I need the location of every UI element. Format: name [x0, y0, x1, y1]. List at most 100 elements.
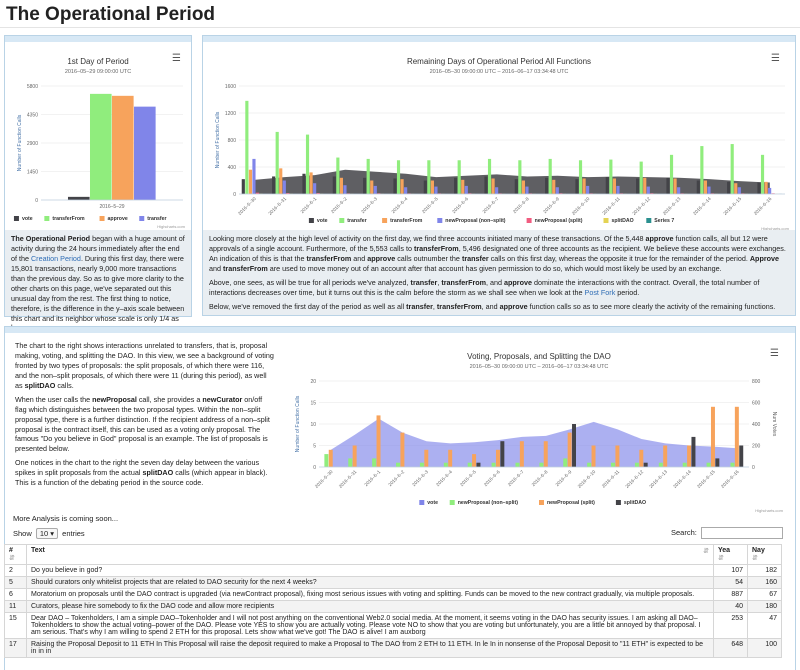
- col-yea-header[interactable]: Yea ⇵: [713, 544, 748, 565]
- desc-text: , 5,496 designated one of three accounts…: [209, 243, 786, 263]
- voting-description: The chart to the right shows interaction…: [11, 339, 279, 519]
- desc-strong: approve: [499, 301, 528, 311]
- desc-strong: transferFrom: [441, 277, 487, 287]
- x-tick-label: 2016–6–7: [482, 196, 500, 214]
- cell-yea: 40: [713, 600, 748, 613]
- y-tick-label: 5800: [27, 84, 38, 90]
- bar-newproposal-non-split-: [706, 462, 711, 467]
- legend-item: newProposal (split): [535, 218, 583, 224]
- table-header-row: # ⇵ Text ⇵ Yea ⇵ Nay ⇵: [4, 544, 782, 565]
- x-tick-label: 2016–6–11: [601, 469, 621, 489]
- col-nay-header[interactable]: Nay ⇵: [747, 544, 782, 565]
- chart-first-day: 1st Day of Period 2016–05–29 09:00:00 UTC…: [13, 57, 186, 229]
- search-label: Search:: [671, 527, 697, 537]
- bar-newproposal-non-split-: [563, 458, 568, 467]
- y-tick-label: 15: [310, 401, 316, 407]
- bar-transfer: [760, 154, 765, 194]
- bar-splitdao: [643, 462, 648, 467]
- desc-text: and: [351, 253, 368, 263]
- bar-newproposal-non-split-: [587, 462, 592, 467]
- desc-text: calls.: [55, 380, 74, 390]
- table-row: 6 Moratorium on proposals until the DAO c…: [4, 588, 782, 601]
- y-axis-label: Number of Function Calls: [17, 114, 23, 171]
- bar-newproposal-non-split-: [396, 462, 401, 467]
- bar-transferfrom: [400, 179, 404, 194]
- col-text-header[interactable]: Text ⇵: [26, 544, 714, 565]
- x-tick-label: 2016–5–29: [99, 204, 124, 210]
- y-tick-label-right: 600: [752, 401, 761, 407]
- desc-strong: approve: [504, 277, 532, 287]
- chart-menu-icon[interactable]: ☰: [172, 53, 181, 64]
- bar-newproposal-non-split-: [616, 185, 620, 194]
- post-fork-link[interactable]: Post Fork: [584, 287, 616, 297]
- bar-transfer: [336, 157, 340, 194]
- bar-newproposal-split-: [663, 445, 668, 467]
- x-tick-label: 2016–6–1: [300, 196, 318, 214]
- desc-text: When the user calls the: [15, 394, 93, 404]
- x-tick-label: 2016–6–1: [363, 469, 381, 487]
- desc-strong: transfer: [461, 253, 489, 263]
- y-tick-label: 5: [313, 444, 316, 450]
- bar-vote: [484, 176, 488, 194]
- bar-transfer: [578, 160, 583, 194]
- bar-newproposal-non-split-: [252, 158, 256, 194]
- search-input[interactable]: [700, 527, 783, 539]
- bar-vote: [363, 177, 367, 194]
- cell-yea: 887: [713, 588, 748, 601]
- legend-item: transferFrom: [52, 216, 85, 222]
- cell-num: 17: [4, 638, 27, 658]
- bar-vote: [605, 177, 609, 194]
- bar-transfer: [487, 158, 492, 194]
- bar-newproposal-non-split-: [464, 185, 468, 194]
- y-tick-label: 10: [310, 422, 316, 428]
- chart-title: Voting, Proposals, and Splitting the DAO: [467, 352, 611, 361]
- y-tick-label: 0: [35, 198, 38, 204]
- bar-transferfrom: [734, 183, 738, 194]
- bar-newproposal-split-: [559, 193, 563, 194]
- bar-newproposal-non-split-: [443, 462, 448, 467]
- chart-menu-icon[interactable]: ☰: [771, 53, 780, 64]
- desc-text: , and: [486, 277, 505, 287]
- bar-vote: [423, 180, 427, 194]
- bar-newproposal-non-split-: [404, 187, 408, 194]
- col-num-header[interactable]: # ⇵: [4, 544, 27, 565]
- creation-period-link[interactable]: Creation Period: [30, 253, 81, 263]
- cell-num: 6: [4, 588, 27, 601]
- desc-text: calls (which appear in black). This is a…: [15, 468, 268, 488]
- bar-newproposal-non-split-: [682, 462, 687, 467]
- more-analysis-note: More Analysis is coming soon...: [13, 514, 119, 523]
- bar-transfer: [639, 161, 643, 194]
- sort-icon: ⇵: [752, 555, 758, 562]
- desc-strong: splitDAO: [24, 380, 56, 390]
- show-label: Show: [13, 529, 32, 538]
- legend-item: splitDAO: [624, 500, 646, 506]
- bar-vote: [636, 178, 640, 194]
- y-tick-label-right: 800: [752, 379, 761, 385]
- bar-newproposal-split-: [468, 193, 472, 194]
- y-tick-label: 1200: [225, 111, 236, 117]
- bar-newproposal-non-split-: [658, 462, 663, 467]
- cell-text: Should curators only whitelist projects …: [26, 576, 714, 589]
- entries-select[interactable]: 10 ▾: [35, 528, 59, 539]
- bar-transferfrom: [279, 168, 283, 194]
- bar-transfer: [700, 146, 704, 194]
- legend-swatch: [308, 218, 314, 223]
- desc-text: ,: [432, 301, 437, 311]
- y-tick-label-right: 400: [752, 422, 761, 428]
- bar-newproposal-non-split-: [555, 187, 559, 194]
- table-row: 15 Dear DAO – Tokenholders, I am a simple…: [4, 612, 782, 639]
- legend-item: newProposal (non–split): [458, 500, 519, 506]
- desc-text: calls on this first day, whereas the opp…: [488, 253, 750, 263]
- bar-transferfrom: [703, 180, 707, 194]
- first-day-description: The Operational Period began with a huge…: [5, 230, 191, 332]
- bar-transferfrom: [552, 179, 556, 194]
- y-axis-label-right: Num Votes: [771, 412, 777, 437]
- table-row: 17 Raising the Proposal Deposit to 11 ETH…: [4, 638, 782, 658]
- chart-credit: Highcharts.com: [755, 508, 783, 513]
- bar-transferfrom: [430, 180, 434, 194]
- table-row: 5 Should curators only whitelist projects…: [4, 576, 782, 589]
- chart-menu-icon[interactable]: ☰: [770, 348, 779, 359]
- bar-newproposal-split-: [328, 449, 333, 467]
- x-tick-label: 2016–6–14: [692, 196, 712, 216]
- col-text-label: Text: [31, 547, 45, 554]
